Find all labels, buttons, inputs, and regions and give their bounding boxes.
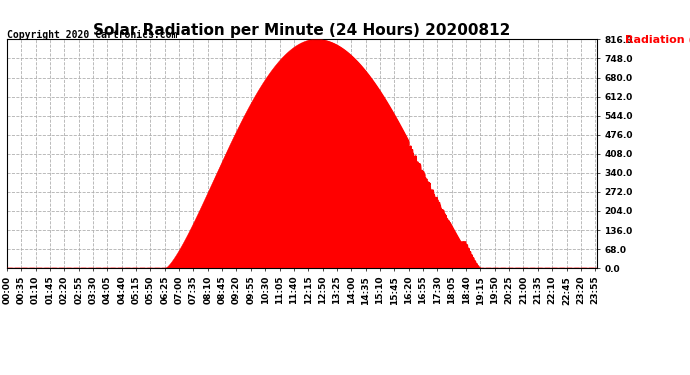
Y-axis label: Radiation (W/m2): Radiation (W/m2) xyxy=(624,35,690,45)
Title: Solar Radiation per Minute (24 Hours) 20200812: Solar Radiation per Minute (24 Hours) 20… xyxy=(93,23,511,38)
Text: Copyright 2020 Cartronics.com: Copyright 2020 Cartronics.com xyxy=(7,30,177,40)
